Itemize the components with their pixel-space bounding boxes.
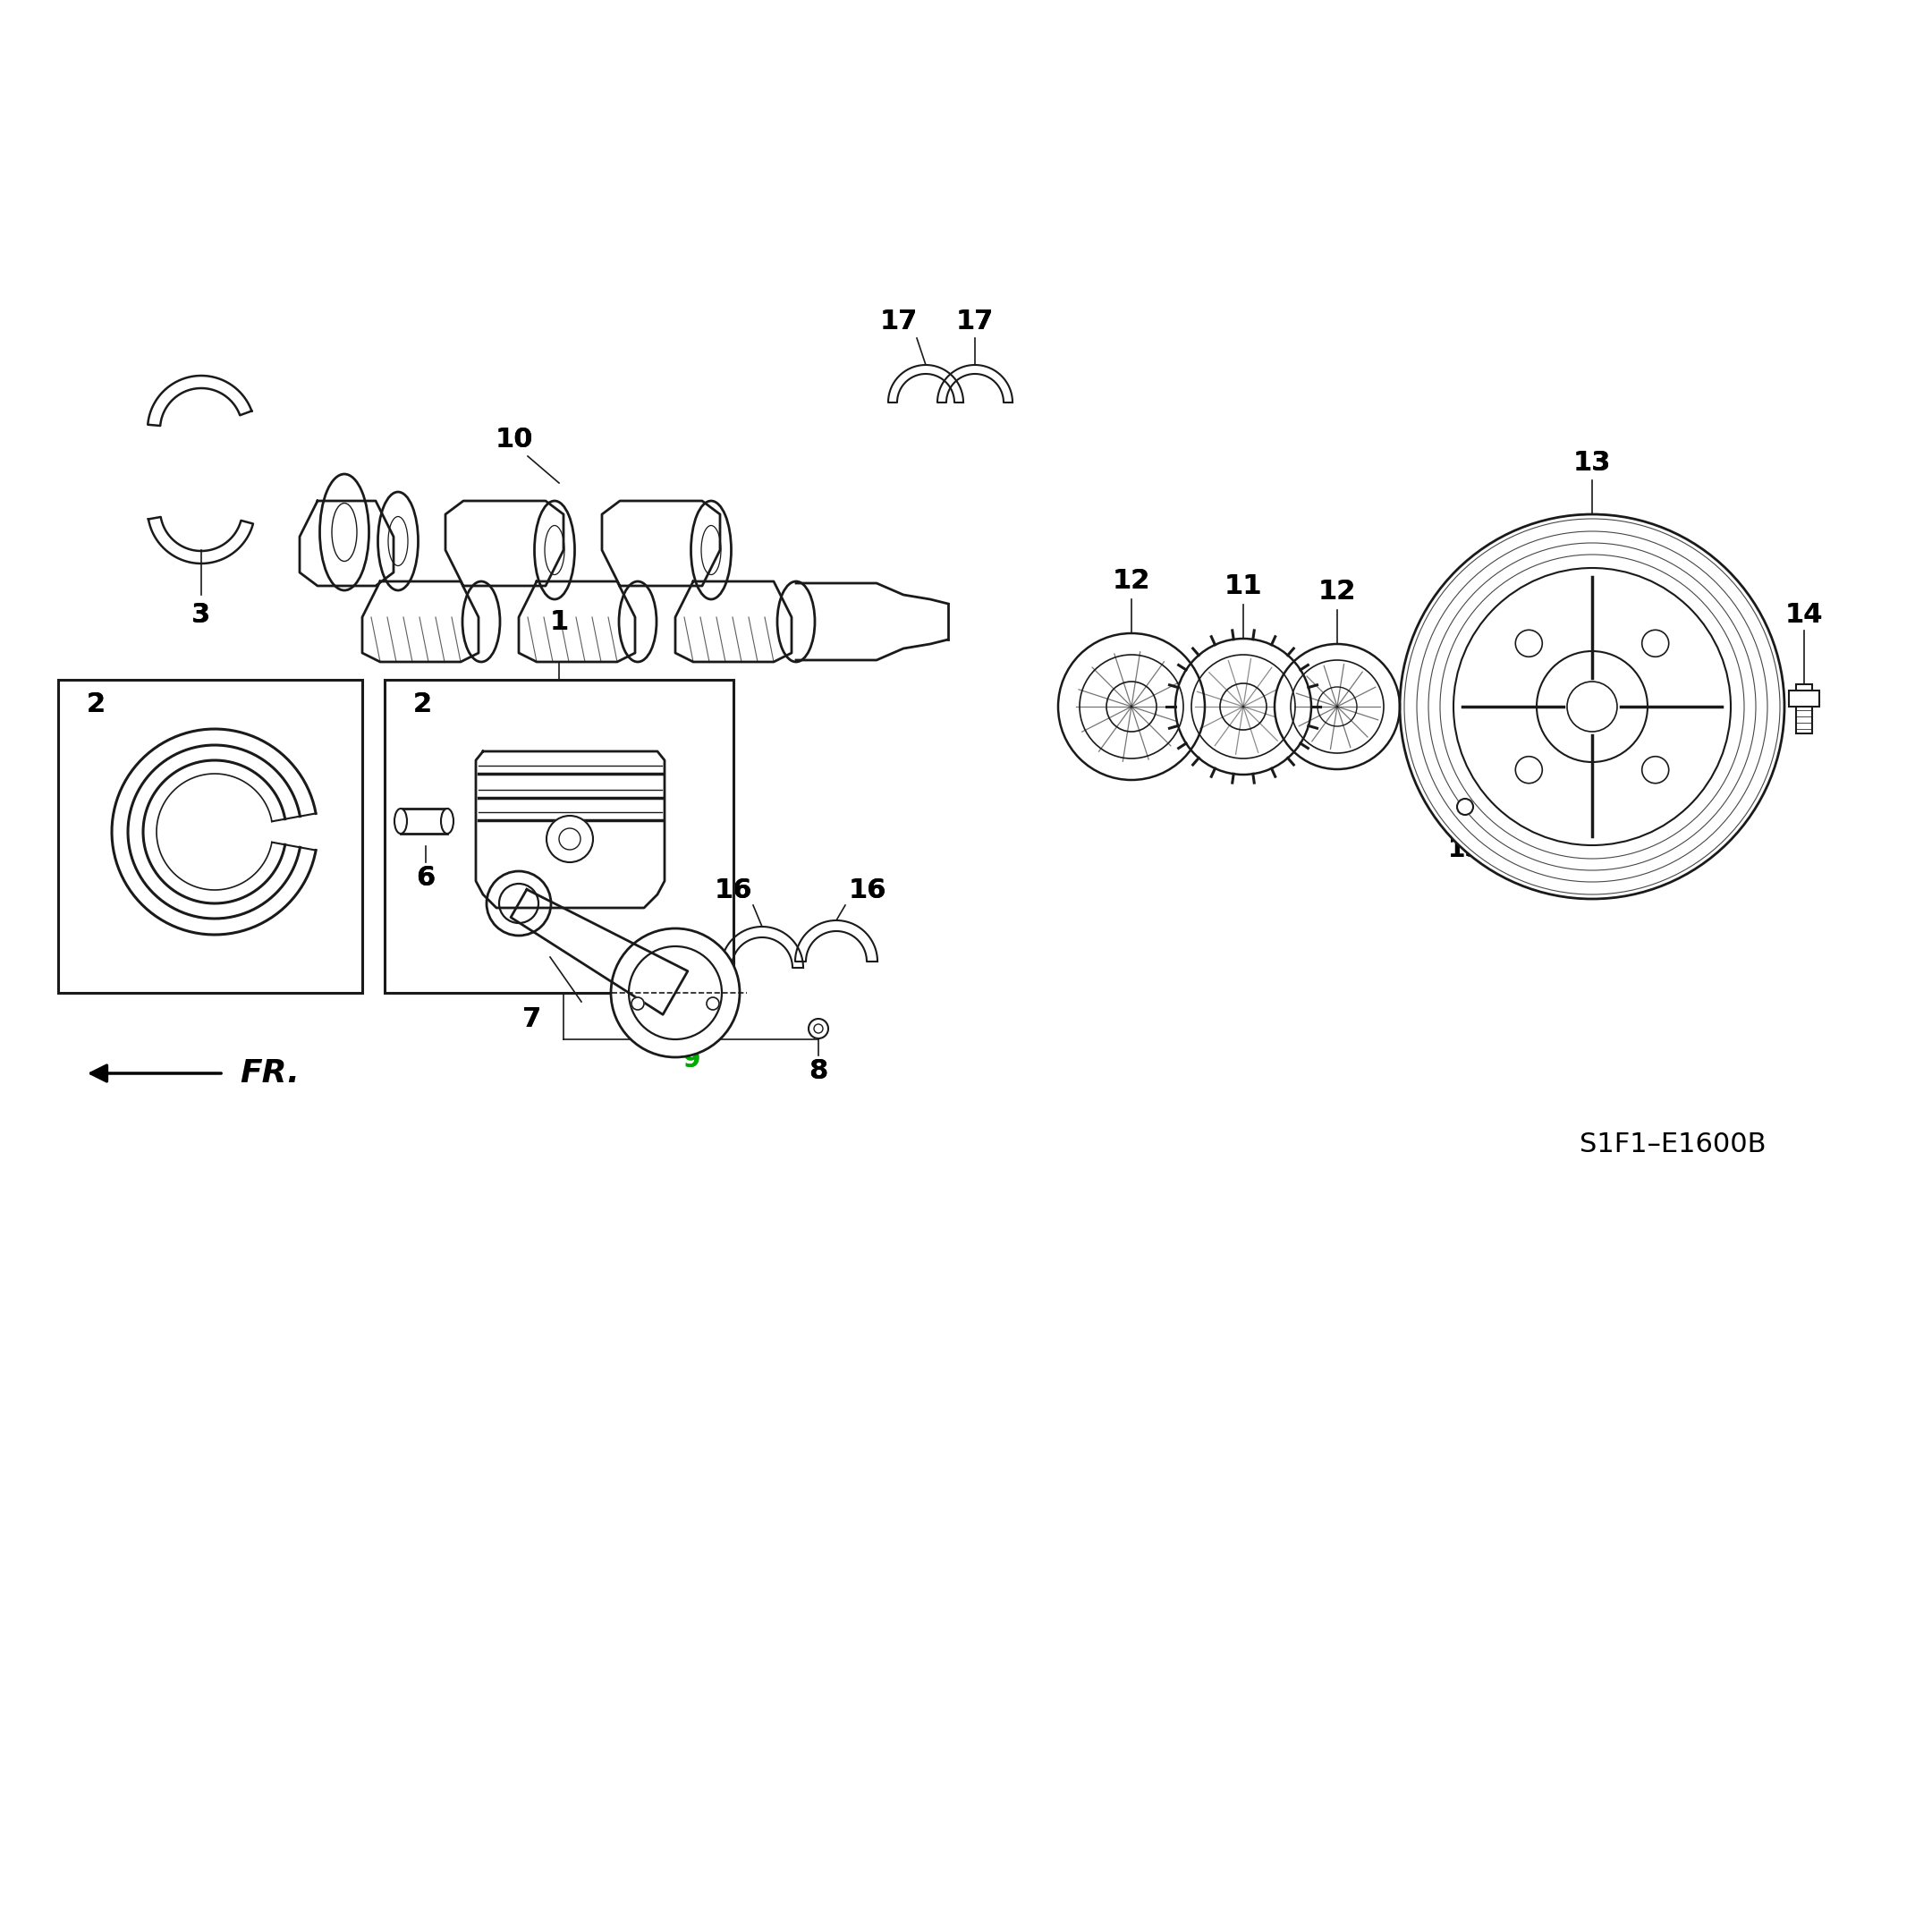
Circle shape xyxy=(1059,634,1206,781)
Circle shape xyxy=(547,815,593,862)
Text: 14: 14 xyxy=(1785,601,1824,628)
Text: 12: 12 xyxy=(1318,580,1356,605)
Text: 15: 15 xyxy=(1447,837,1482,862)
Text: 9: 9 xyxy=(682,1047,699,1072)
Polygon shape xyxy=(796,920,877,962)
Text: 8: 8 xyxy=(810,1059,829,1084)
Text: FR.: FR. xyxy=(240,1059,299,1088)
Circle shape xyxy=(632,997,643,1010)
Text: 17: 17 xyxy=(956,309,993,334)
Text: S1F1–E1600B: S1F1–E1600B xyxy=(1578,1132,1766,1157)
Text: 2: 2 xyxy=(413,692,431,719)
Text: 12: 12 xyxy=(1113,568,1150,595)
Ellipse shape xyxy=(535,500,574,599)
Polygon shape xyxy=(603,500,721,585)
Text: 14: 14 xyxy=(1785,601,1824,628)
Circle shape xyxy=(707,997,719,1010)
Text: 3: 3 xyxy=(191,603,211,628)
Text: 2: 2 xyxy=(87,692,104,719)
Circle shape xyxy=(1642,630,1669,657)
Polygon shape xyxy=(676,582,792,663)
Polygon shape xyxy=(889,365,964,402)
Text: 16: 16 xyxy=(848,877,887,902)
Text: 17: 17 xyxy=(956,309,993,334)
Ellipse shape xyxy=(440,810,454,833)
Text: 16: 16 xyxy=(715,877,752,902)
Polygon shape xyxy=(510,889,688,1014)
Text: 7: 7 xyxy=(524,1007,541,1032)
Circle shape xyxy=(1275,643,1401,769)
Text: 1: 1 xyxy=(549,609,568,634)
Ellipse shape xyxy=(379,493,417,591)
Bar xyxy=(58,680,363,993)
Text: 1: 1 xyxy=(549,609,568,634)
Text: 12: 12 xyxy=(1318,580,1356,605)
Text: 17: 17 xyxy=(879,309,918,334)
Text: 6: 6 xyxy=(415,866,435,891)
Bar xyxy=(384,680,734,993)
Text: 6: 6 xyxy=(415,866,435,891)
Polygon shape xyxy=(149,518,253,564)
Text: 16: 16 xyxy=(715,877,752,902)
Text: 11: 11 xyxy=(1225,574,1262,599)
Polygon shape xyxy=(520,582,636,663)
Polygon shape xyxy=(363,582,479,663)
Text: 11: 11 xyxy=(1225,574,1262,599)
Ellipse shape xyxy=(692,500,730,599)
Text: 7: 7 xyxy=(524,1007,541,1032)
Polygon shape xyxy=(299,500,394,585)
Circle shape xyxy=(487,871,551,935)
Polygon shape xyxy=(937,365,1012,402)
Text: 17: 17 xyxy=(879,309,918,334)
Polygon shape xyxy=(475,752,665,908)
Circle shape xyxy=(1457,798,1474,815)
Polygon shape xyxy=(796,583,949,661)
Text: 15: 15 xyxy=(1447,837,1482,862)
Circle shape xyxy=(1175,639,1312,775)
Circle shape xyxy=(611,929,740,1057)
Polygon shape xyxy=(446,500,564,585)
Ellipse shape xyxy=(321,473,369,591)
Ellipse shape xyxy=(777,582,815,663)
Circle shape xyxy=(1642,757,1669,782)
Text: 8: 8 xyxy=(810,1059,829,1084)
Text: 16: 16 xyxy=(848,877,887,902)
Ellipse shape xyxy=(394,810,408,833)
Circle shape xyxy=(1515,630,1542,657)
Text: 9: 9 xyxy=(682,1047,699,1072)
Circle shape xyxy=(1401,514,1785,898)
Ellipse shape xyxy=(462,582,500,663)
Text: 13: 13 xyxy=(1573,450,1611,475)
Text: 2: 2 xyxy=(413,692,431,719)
Text: 10: 10 xyxy=(495,427,533,452)
Bar xyxy=(1789,690,1820,707)
Text: 13: 13 xyxy=(1573,450,1611,475)
Polygon shape xyxy=(147,375,251,425)
Text: 2: 2 xyxy=(87,692,104,719)
Text: 12: 12 xyxy=(1113,568,1150,595)
Circle shape xyxy=(1515,757,1542,782)
Text: 3: 3 xyxy=(191,603,211,628)
Bar xyxy=(400,810,446,833)
Text: 10: 10 xyxy=(495,427,533,452)
Polygon shape xyxy=(721,927,804,968)
Ellipse shape xyxy=(618,582,657,663)
Bar xyxy=(1797,684,1812,734)
Circle shape xyxy=(810,1018,829,1039)
